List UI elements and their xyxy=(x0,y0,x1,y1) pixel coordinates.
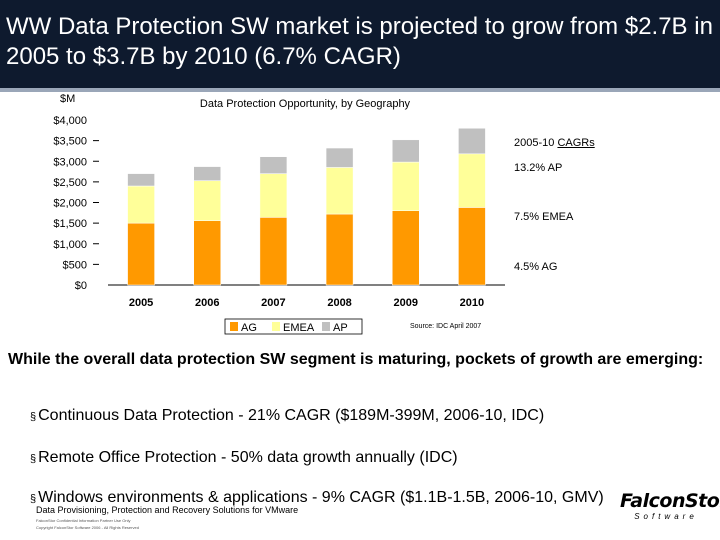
cagr-emea: 7.5% EMEA xyxy=(514,211,574,223)
bar-segment xyxy=(458,207,486,286)
x-tick-label: 2010 xyxy=(460,297,484,309)
legend-swatch xyxy=(322,322,330,331)
y-tick-label: $2,000 xyxy=(53,198,87,210)
logo-wordmark: FalconStor xyxy=(620,490,720,512)
bullet-item: § Windows environments & applications - 9… xyxy=(30,489,604,507)
footer-line: Data Provisioning, Protection and Recove… xyxy=(36,505,299,515)
footer-copyright: Copyright FalconStor Software 2006 - All… xyxy=(36,525,139,530)
title-bar: WW Data Protection SW market is projecte… xyxy=(0,0,720,88)
y-tick-label: $500 xyxy=(63,259,87,271)
bullet-text: Windows environments & applications - 9%… xyxy=(38,489,604,506)
cagr-ap: 13.2% AP xyxy=(514,162,563,174)
y-axis-label: $M xyxy=(60,93,75,105)
bar-segment xyxy=(127,173,155,187)
bar-segment xyxy=(193,166,221,181)
y-tick-label: $2,500 xyxy=(53,177,87,189)
stacked-bar-chart: Data Protection Opportunity, by Geograph… xyxy=(53,93,505,335)
bar-segment xyxy=(458,153,486,208)
y-tick-label: $3,500 xyxy=(53,136,87,148)
legend-label: EMEA xyxy=(283,322,315,334)
bar-segment xyxy=(325,147,354,168)
cagr-ag: 4.5% AG xyxy=(514,261,558,273)
cagr-heading-underlined: CAGRs xyxy=(557,137,595,149)
bullet-mark: § xyxy=(30,453,37,465)
bar-segment xyxy=(193,220,221,286)
bar-segment xyxy=(259,217,288,286)
bar-segment xyxy=(458,128,486,155)
y-tick-label: $1,500 xyxy=(53,218,87,230)
legend-label: AG xyxy=(241,322,257,334)
title-divider xyxy=(0,88,720,92)
summary-text: While the overall data protection SW seg… xyxy=(8,351,704,368)
chart-title: Data Protection Opportunity, by Geograph… xyxy=(200,98,411,110)
bar-segment xyxy=(392,161,420,211)
bar-segment xyxy=(259,173,288,218)
x-tick-label: 2005 xyxy=(129,297,153,309)
x-tick-label: 2007 xyxy=(261,297,285,309)
bar-segment xyxy=(259,156,288,174)
bar-segment xyxy=(127,222,155,286)
falconstor-logo: FalconStor Software xyxy=(620,490,720,534)
bullet-text: Continuous Data Protection - 21% CAGR ($… xyxy=(38,407,545,424)
slide-title: WW Data Protection SW market is projecte… xyxy=(6,13,713,70)
bullet-item: § Continuous Data Protection - 21% CAGR (… xyxy=(30,407,544,425)
logo-subtitle: Software xyxy=(634,512,698,521)
y-tick-label: $1,000 xyxy=(53,239,87,251)
bar-segment xyxy=(325,167,354,215)
bullet-text: Remote Office Protection - 50% data grow… xyxy=(38,449,458,466)
bar-segment xyxy=(127,185,155,224)
bar-segment xyxy=(392,139,420,163)
bullet-item: § Remote Office Protection - 50% data gro… xyxy=(30,449,458,467)
x-tick-label: 2009 xyxy=(394,297,418,309)
cagr-heading: 2005-10 CAGRs xyxy=(514,137,595,149)
footer-confidential: FalconStor Confidential Information Part… xyxy=(36,518,131,523)
legend-swatch xyxy=(230,322,238,331)
x-tick-label: 2006 xyxy=(195,297,219,309)
cagr-heading-prefix: 2005-10 xyxy=(514,137,558,149)
bullet-mark: § xyxy=(30,493,37,505)
y-tick-label: $3,000 xyxy=(53,156,87,168)
y-tick-label: $0 xyxy=(75,280,87,292)
bar-segment xyxy=(193,180,221,221)
y-tick-label: $4,000 xyxy=(53,115,87,127)
bar-segment xyxy=(325,213,354,286)
source-note: Source: IDC April 2007 xyxy=(410,323,481,330)
bar-segment xyxy=(392,210,420,286)
legend-label: AP xyxy=(333,322,348,334)
x-tick-label: 2008 xyxy=(327,297,351,309)
bullet-mark: § xyxy=(30,411,37,423)
legend-swatch xyxy=(272,322,280,331)
